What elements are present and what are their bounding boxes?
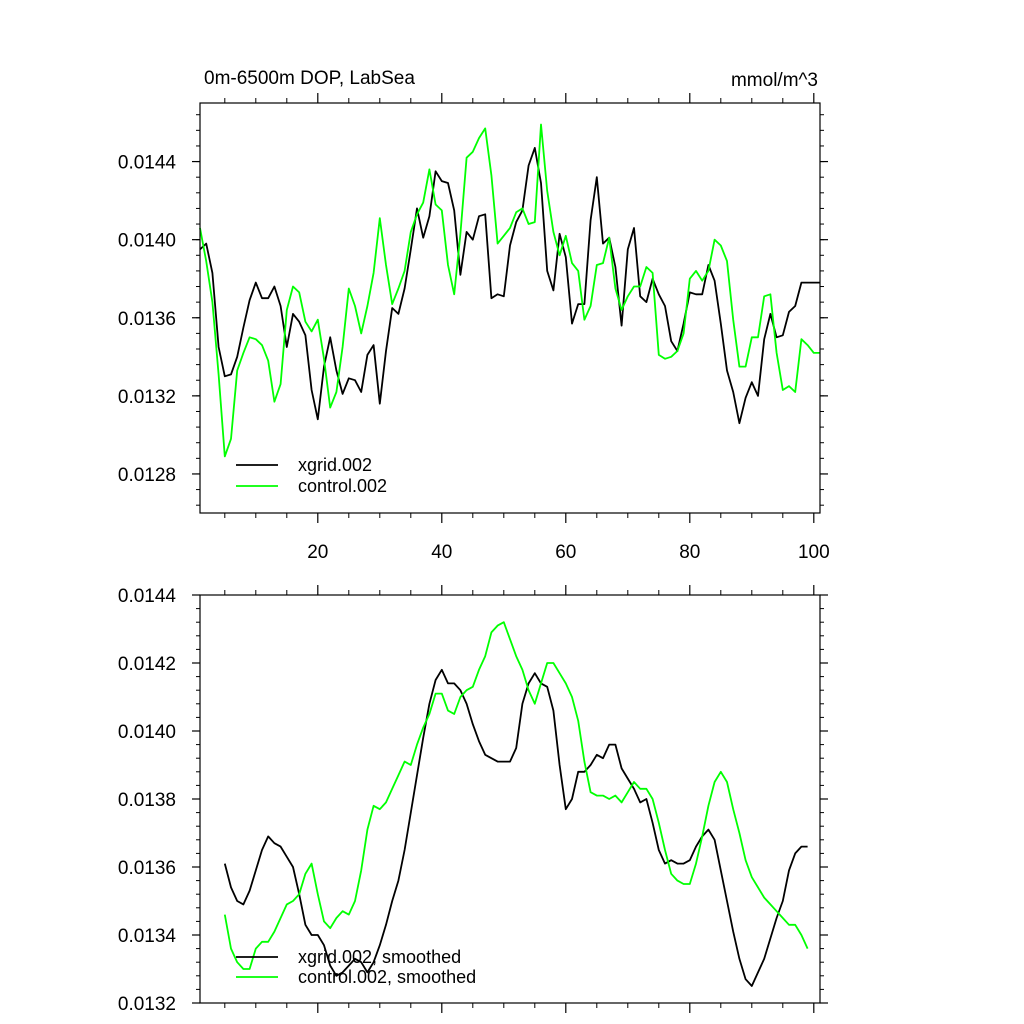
y-tick-label: 0.0144 <box>118 586 177 607</box>
x-tick-label: 20 <box>307 542 328 563</box>
y-tick-label: 0.0132 <box>118 994 176 1015</box>
series-line-xgrid <box>199 146 820 425</box>
legend-label: control.002, smoothed <box>298 967 476 987</box>
y-tick-label: 0.0138 <box>118 790 176 811</box>
y-tick-label: 0.0142 <box>118 654 176 675</box>
top-panel: 0m-6500m DOP, LabSea mmol/m^3 xgrid.002c… <box>118 68 830 563</box>
y-tick-label: 0.0132 <box>118 387 176 408</box>
y-tick-label: 0.0140 <box>118 722 176 743</box>
x-tick-label: 100 <box>798 542 830 563</box>
y-tick-label: 0.0134 <box>118 926 177 947</box>
series-line-xgrid <box>223 668 808 987</box>
units-label: mmol/m^3 <box>731 70 818 91</box>
y-tick-label: 0.0128 <box>118 465 176 486</box>
y-tick-label: 0.0136 <box>118 858 176 879</box>
x-tick-label: 60 <box>555 542 576 563</box>
legend-label: control.002 <box>298 476 387 496</box>
x-tick-label: 80 <box>679 542 700 563</box>
plot-frame <box>199 102 821 514</box>
series-line-control <box>223 621 809 970</box>
legend-label: xgrid.002, smoothed <box>298 947 461 967</box>
x-tick-label: 40 <box>431 542 452 563</box>
y-tick-label: 0.0140 <box>118 231 176 252</box>
legend-label: xgrid.002 <box>298 455 372 475</box>
y-tick-label: 0.0136 <box>118 309 176 330</box>
series-line-control <box>199 123 820 458</box>
y-tick-label: 0.0144 <box>118 153 177 174</box>
chart-title: 0m-6500m DOP, LabSea <box>204 68 415 89</box>
